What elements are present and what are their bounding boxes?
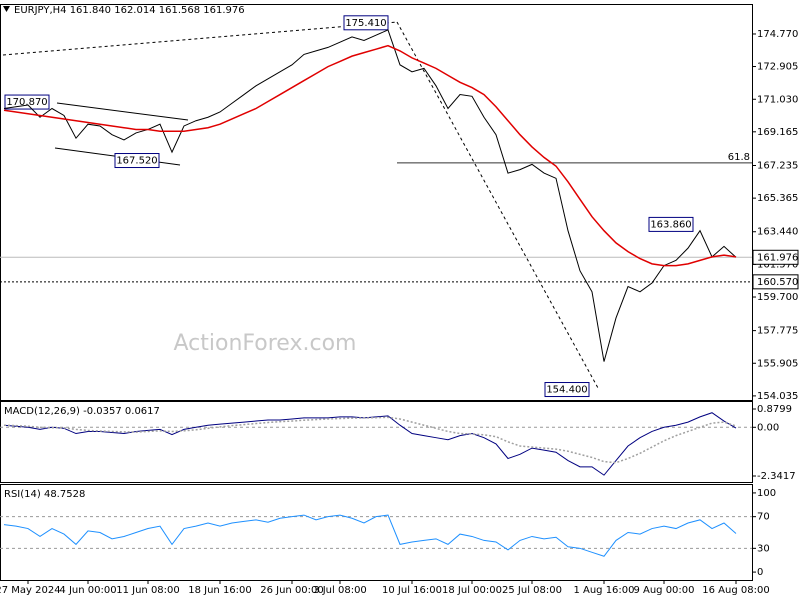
y-tick-label: 171.030 <box>757 94 798 105</box>
x-tick-label: 26 Jun 00:00 <box>260 585 324 596</box>
annotation-label: 167.520 <box>116 156 157 167</box>
x-tick-label: 3 Jul 08:00 <box>313 585 367 596</box>
y-tick-label: 30 <box>757 543 770 554</box>
x-tick-label: 4 Jun 00:00 <box>59 585 116 596</box>
y-tick-label: 172.905 <box>757 62 798 73</box>
y-tick-label: 70 <box>757 512 770 523</box>
watermark: ActionForex.com <box>174 331 357 356</box>
annotation-box <box>114 153 160 169</box>
y-tick-label: 157.775 <box>757 326 798 337</box>
price-label: 160.570 <box>757 277 798 288</box>
x-tick-label: 18 Jul 00:00 <box>442 585 502 596</box>
series-line <box>3 514 737 557</box>
panel-frame <box>0 401 753 483</box>
x-tick-label: 11 Jun 08:00 <box>116 585 180 596</box>
panel-frame <box>0 484 753 581</box>
menu-triangle <box>3 6 10 12</box>
y-tick-label: 163.440 <box>757 227 798 238</box>
annotation-box <box>648 216 694 232</box>
price-box <box>752 274 799 290</box>
price-box <box>752 249 799 265</box>
x-tick-label: 25 Jul 08:00 <box>502 585 562 596</box>
y-tick-label: 174.770 <box>757 29 798 40</box>
panel-title: MACD(12,26,9) -0.0357 0.0617 <box>4 406 160 417</box>
fib-label: 61.8 <box>728 152 750 163</box>
y-tick-label: 100 <box>757 488 776 499</box>
panel-frame <box>0 4 753 401</box>
y-tick-label: 161.570 <box>757 259 798 270</box>
y-tick-label: 155.905 <box>757 358 798 369</box>
annotation-label: 154.400 <box>546 385 587 396</box>
x-tick-label: 9 Aug 00:00 <box>633 585 694 596</box>
y-tick-label: 167.235 <box>757 160 798 171</box>
y-tick-label: 165.365 <box>757 193 798 204</box>
channel-line <box>56 102 189 121</box>
y-tick-label: -2.3417 <box>757 471 796 482</box>
annotation-box <box>544 382 590 398</box>
x-tick-label: 1 Aug 16:00 <box>573 585 634 596</box>
price-label: 161.976 <box>757 252 798 263</box>
annotation-label: 170.870 <box>6 97 47 108</box>
y-tick-label: 159.700 <box>757 292 798 303</box>
y-tick-label: 0.00 <box>757 422 779 433</box>
annotation-label: 163.860 <box>650 219 691 230</box>
y-tick-label: 0 <box>757 567 763 578</box>
annotation-box <box>343 15 389 31</box>
annotation-box <box>4 94 50 110</box>
panel-title: RSI(14) 48.7528 <box>4 489 85 500</box>
y-tick-label: 154.035 <box>757 391 798 402</box>
y-tick-label: 169.165 <box>757 127 798 138</box>
x-tick-label: 10 Jul 16:00 <box>382 585 442 596</box>
annotation-label: 175.410 <box>345 18 386 29</box>
series-line <box>3 29 737 362</box>
series-line <box>3 44 737 267</box>
x-tick-label: 16 Aug 08:00 <box>702 585 769 596</box>
series-line <box>3 416 737 464</box>
y-tick-label: 0.8799 <box>757 404 792 415</box>
x-tick-label: 27 May 2024 <box>0 585 61 596</box>
x-tick-label: 18 Jun 16:00 <box>188 585 252 596</box>
chart-title: EURJPY,H4 161.840 162.014 161.568 161.97… <box>14 5 245 16</box>
